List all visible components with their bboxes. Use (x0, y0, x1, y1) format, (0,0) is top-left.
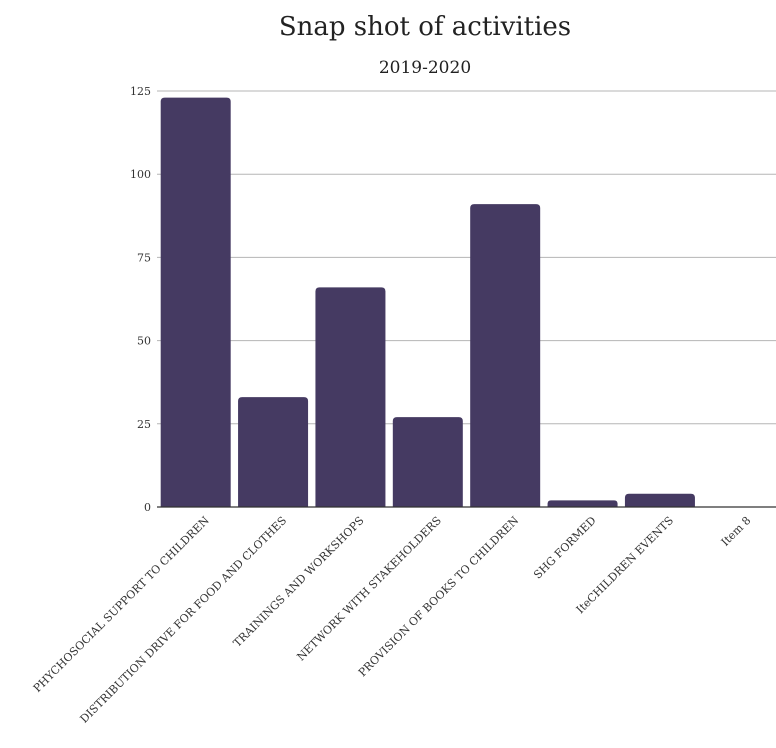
chart-title: Snap shot of activities (279, 12, 571, 42)
y-tick-label-0: 0 (144, 501, 151, 514)
y-tick-label-50: 50 (137, 335, 151, 348)
x-tick-label-8: Item 8 (719, 514, 754, 549)
category-labels: PHYCHOSOCIAL SUPPORT TO CHILDRENDISTRIBU… (31, 514, 754, 726)
x-tick-label-5: PROVISION OF BOOKS TO CHILDREN (356, 514, 522, 680)
x-tick-label-6: SHG FORMED (531, 514, 599, 582)
x-tick-label-4: NETWORK WITH STAKEHOLDERS (294, 514, 444, 664)
gridlines (157, 90, 776, 425)
x-tick-label-3: TRAININGS AND WORKSHOPS (231, 514, 367, 650)
x-tick-label-1: PHYCHOSOCIAL SUPPORT TO CHILDREN (31, 514, 212, 695)
bar-1 (160, 97, 231, 507)
y-tick-label-25: 25 (137, 418, 151, 431)
y-tick-label-100: 100 (130, 168, 151, 181)
bars (160, 97, 695, 508)
bar-2 (238, 397, 309, 507)
bar-5 (470, 204, 541, 508)
chart-subtitle: 2019-2020 (379, 58, 471, 78)
axes: 0 25 50 75 100 125 (130, 85, 776, 514)
y-tick-label-75: 75 (137, 251, 151, 264)
y-tick-label-125: 125 (130, 85, 151, 98)
bar-4 (392, 417, 463, 507)
bar-6 (547, 500, 618, 507)
bar-7 (624, 493, 695, 507)
bar-3 (315, 287, 386, 507)
